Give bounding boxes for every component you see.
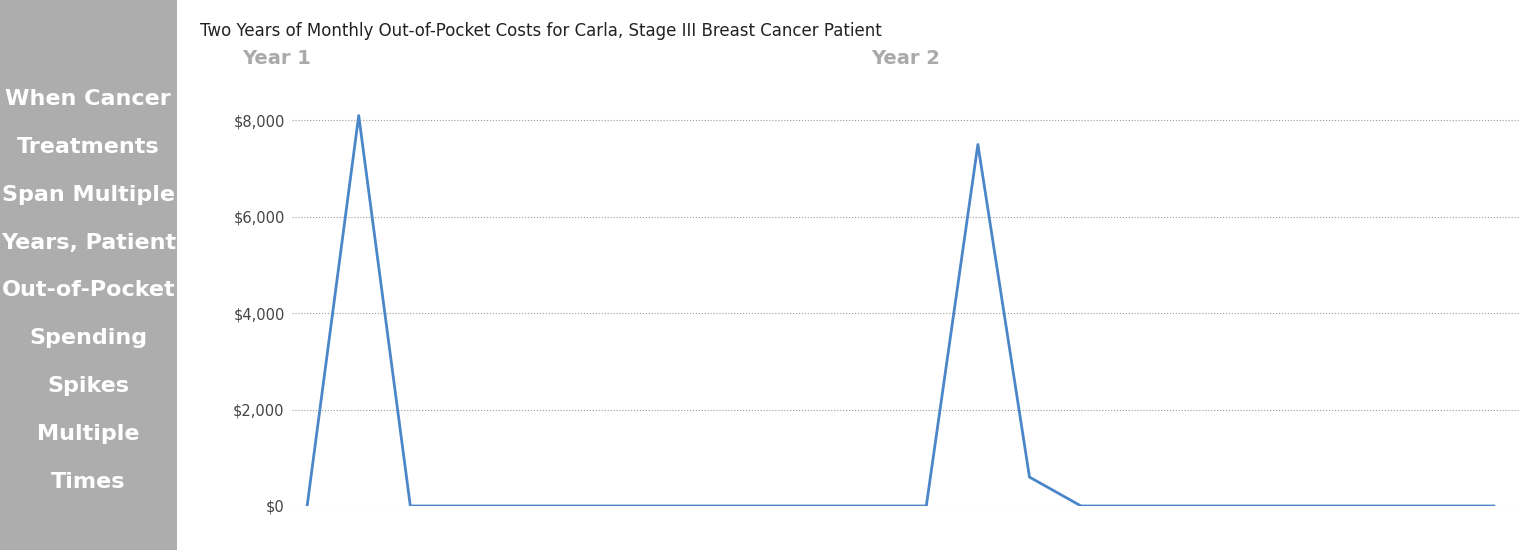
Text: Multiple: Multiple (37, 424, 140, 444)
Text: Times: Times (51, 472, 126, 492)
Text: Year 2: Year 2 (872, 50, 939, 69)
Text: When Cancer: When Cancer (6, 89, 170, 109)
Text: Two Years of Monthly Out-of-Pocket Costs for Carla, Stage III Breast Cancer Pati: Two Years of Monthly Out-of-Pocket Costs… (200, 22, 881, 40)
Text: Years, Patient: Years, Patient (0, 233, 177, 252)
Text: Span Multiple: Span Multiple (2, 185, 175, 205)
Text: Treatments: Treatments (17, 137, 160, 157)
Text: Spending: Spending (29, 328, 147, 348)
Text: Year 1: Year 1 (243, 50, 310, 69)
Text: Out-of-Pocket: Out-of-Pocket (2, 280, 175, 300)
Text: Spikes: Spikes (48, 376, 129, 396)
